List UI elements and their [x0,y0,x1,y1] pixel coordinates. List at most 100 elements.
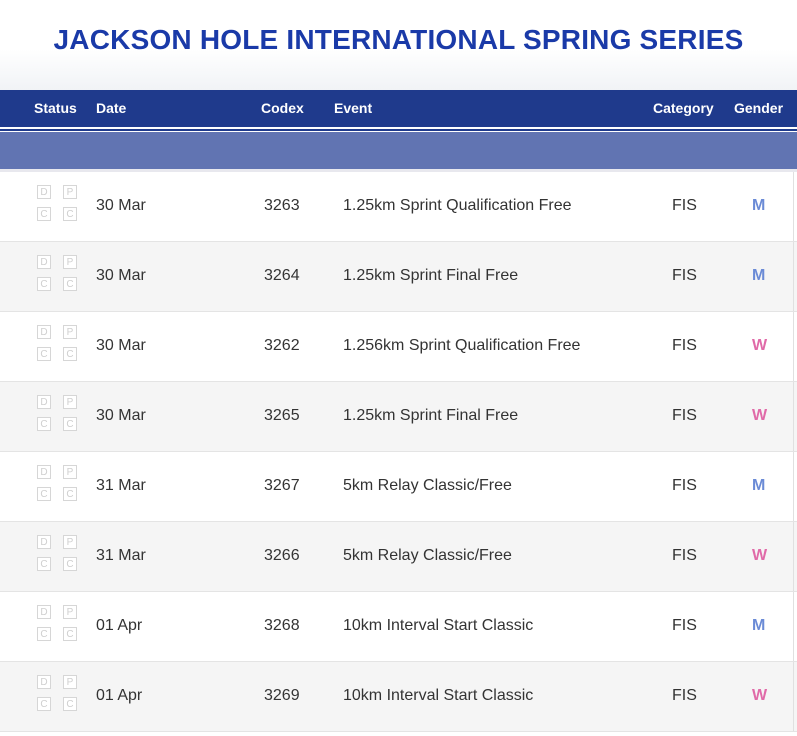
table-row[interactable]: D P C C 30 Mar 3264 1.25km Sprint Final Free FI… [0,242,797,312]
row-date: 30 Mar [96,337,146,354]
title-bar: JACKSON HOLE INTERNATIONAL SPRING SERIES [0,0,797,90]
header-gender[interactable]: Gender [734,100,784,116]
status-c-icon[interactable]: C [37,627,51,641]
header-date[interactable]: Date [96,100,127,116]
table-row[interactable]: D P C C 30 Mar 3265 1.25km Sprint Final Free FI… [0,382,797,452]
row-date: 01 Apr [96,687,143,704]
row-gender: W [752,547,768,564]
status-c2-icon[interactable]: C [63,277,77,291]
status-p-icon[interactable]: P [63,185,77,199]
status-c2-icon[interactable]: C [63,417,77,431]
status-c2-icon[interactable]: C [63,487,77,501]
status-c-icon[interactable]: C [37,207,51,221]
row-category: FIS [672,407,697,424]
status-d-icon[interactable]: D [37,605,51,619]
page-title: JACKSON HOLE INTERNATIONAL SPRING SERIES [53,24,744,55]
row-event[interactable]: 5km Relay Classic/Free [343,477,512,494]
row-divider [793,382,794,451]
status-c-icon[interactable]: C [37,277,51,291]
header-status[interactable]: Status [34,100,77,116]
row-codex: 3263 [264,197,300,214]
status-c2-icon[interactable]: C [63,207,77,221]
status-c2-icon[interactable]: C [63,347,77,361]
row-event[interactable]: 1.25km Sprint Qualification Free [343,197,572,214]
status-d-icon[interactable]: D [37,255,51,269]
row-gender: W [752,337,768,354]
row-date: 30 Mar [96,407,146,424]
row-date: 31 Mar [96,547,146,564]
status-p-icon[interactable]: P [63,465,77,479]
row-category: FIS [672,547,697,564]
row-divider [793,592,794,661]
table-header: Status Date Codex Event Category Gender [0,90,797,129]
row-divider [793,522,794,591]
status-d-icon[interactable]: D [37,535,51,549]
row-date: 31 Mar [96,477,146,494]
row-category: FIS [672,617,697,634]
row-gender: W [752,687,768,704]
status-p-icon[interactable]: P [63,395,77,409]
row-event[interactable]: 1.256km Sprint Qualification Free [343,337,581,354]
row-event[interactable]: 5km Relay Classic/Free [343,547,512,564]
status-c-icon[interactable]: C [37,487,51,501]
table-row[interactable]: D P C C 30 Mar 3263 1.25km Sprint Qualificatio… [0,172,797,242]
row-gender: M [752,197,766,214]
status-p-icon[interactable]: P [63,605,77,619]
row-gender: W [752,407,768,424]
row-codex: 3269 [264,687,300,704]
status-c2-icon[interactable]: C [63,697,77,711]
status-c-icon[interactable]: C [37,557,51,571]
row-category: FIS [672,197,697,214]
header-codex[interactable]: Codex [261,100,304,116]
row-gender: M [752,477,766,494]
status-p-icon[interactable]: P [63,675,77,689]
row-codex: 3265 [264,407,300,424]
row-divider [793,452,794,521]
table-row[interactable]: D P C C 31 Mar 3267 5km Relay Classic/Free FIS M [0,452,797,522]
status-p-icon[interactable]: P [63,255,77,269]
row-event[interactable]: 1.25km Sprint Final Free [343,407,519,424]
row-divider [793,662,794,731]
results-table-body: D P C C 30 Mar 3263 1.25km Sprint Qualificatio… [0,172,797,732]
status-c-icon[interactable]: C [37,697,51,711]
status-d-icon[interactable]: D [37,185,51,199]
table-row[interactable]: D P C C 01 Apr 3268 10km Interval Start Classi… [0,592,797,662]
table-row[interactable]: D P C C 30 Mar 3262 1.256km Sprint Qualificati… [0,312,797,382]
status-p-icon[interactable]: P [63,535,77,549]
table-row[interactable]: D P C C 01 Apr 3269 10km Interval Start Classi… [0,662,797,732]
status-c-icon[interactable]: C [37,347,51,361]
status-c-icon[interactable]: C [37,417,51,431]
row-date: 30 Mar [96,197,146,214]
row-category: FIS [672,477,697,494]
header-event[interactable]: Event [334,100,373,116]
row-category: FIS [672,267,697,284]
row-event[interactable]: 10km Interval Start Classic [343,687,534,704]
table-subheader [0,132,797,172]
row-event[interactable]: 1.25km Sprint Final Free [343,267,519,284]
status-c2-icon[interactable]: C [63,557,77,571]
row-event[interactable]: 10km Interval Start Classic [343,617,534,634]
row-divider [793,312,794,381]
status-d-icon[interactable]: D [37,465,51,479]
status-d-icon[interactable]: D [37,325,51,339]
row-category: FIS [672,337,697,354]
row-divider [793,172,794,241]
status-d-icon[interactable]: D [37,675,51,689]
status-c2-icon[interactable]: C [63,627,77,641]
status-d-icon[interactable]: D [37,395,51,409]
row-codex: 3268 [264,617,300,634]
status-p-icon[interactable]: P [63,325,77,339]
row-gender: M [752,267,766,284]
row-date: 01 Apr [96,617,143,634]
header-category[interactable]: Category [653,100,714,116]
row-divider [793,242,794,311]
table-row[interactable]: D P C C 31 Mar 3266 5km Relay Classic/Free FIS W [0,522,797,592]
